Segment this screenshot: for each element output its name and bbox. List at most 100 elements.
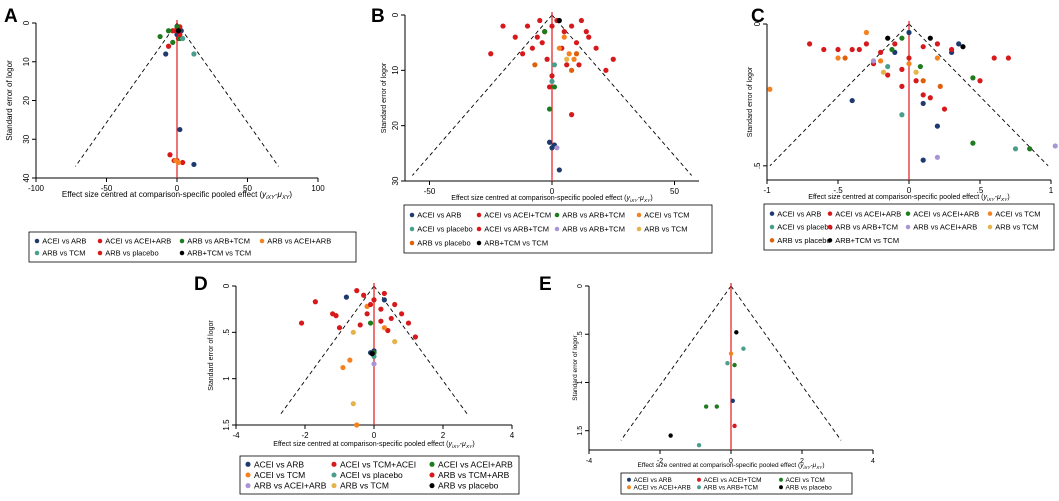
legend-marker — [97, 250, 103, 256]
data-point — [732, 362, 737, 368]
data-point — [849, 46, 855, 53]
data-point — [696, 442, 702, 448]
y-tick-label: 0 — [391, 12, 400, 17]
data-point — [906, 29, 912, 36]
data-point — [163, 51, 169, 57]
legend-label: ARB vs ARB+TCM — [562, 225, 625, 234]
x-axis-label-y: y — [626, 195, 631, 202]
legend-label: ARB vs ACEI+ARB — [267, 237, 331, 246]
legend-label: ARB vs ARB+TCM — [835, 223, 898, 232]
funnel-right-line — [373, 285, 468, 415]
panel-letter: E — [539, 274, 552, 295]
data-point — [361, 292, 367, 298]
data-point — [934, 41, 941, 47]
data-point — [405, 320, 412, 326]
data-point — [412, 334, 418, 340]
y-tick-label: 30 — [22, 134, 31, 143]
data-point — [549, 73, 555, 79]
y-axis-label: Standard error of logor — [572, 334, 579, 400]
legend-marker — [409, 212, 415, 218]
funnel-right-line — [908, 23, 1049, 167]
data-point — [835, 55, 841, 61]
legend-box — [239, 455, 520, 495]
data-point — [870, 58, 877, 64]
data-point — [571, 56, 577, 62]
legend-label: ACEI vs ACEI+ARB — [835, 209, 901, 218]
x-axis-label-sub: iXY — [803, 465, 811, 470]
data-point — [524, 23, 531, 29]
data-point — [350, 401, 356, 407]
legend-marker — [331, 483, 337, 489]
data-point — [333, 313, 339, 319]
y-axis-label: Standard error of logor — [381, 62, 388, 133]
data-point — [949, 46, 955, 53]
legend-label: ACEI vs TCM — [644, 211, 689, 220]
data-point — [542, 29, 548, 35]
y-tick-label: 30 — [391, 176, 400, 185]
data-point — [927, 35, 933, 41]
data-point — [913, 69, 919, 75]
data-point — [312, 299, 318, 305]
legend-marker — [429, 483, 435, 489]
data-point — [741, 346, 746, 351]
data-point — [703, 404, 709, 409]
legend-label: ARB+TCM vs TCM — [835, 236, 899, 245]
legend-marker — [905, 211, 911, 216]
data-point — [734, 330, 739, 335]
x-tick-label: 4 — [871, 458, 875, 465]
x-axis-label-y: y — [261, 190, 267, 199]
data-point — [586, 34, 592, 40]
data-point — [842, 55, 848, 61]
x-axis-label: Effect size centred at comparison-specif… — [637, 462, 824, 470]
legend-marker — [905, 224, 911, 230]
x-axis-label-mu: -μ — [811, 462, 817, 469]
data-point — [546, 106, 553, 112]
legend-label: ACEI vs ARB+TCM — [484, 225, 549, 234]
x-tick-label: 2 — [800, 458, 804, 465]
x-axis-label-close: ) — [1007, 194, 1009, 201]
x-tick-label: 50 — [243, 184, 252, 193]
data-point — [899, 66, 905, 72]
data-point — [991, 55, 997, 61]
funnel-right-line — [176, 22, 279, 167]
data-point — [561, 29, 567, 35]
legend-marker — [827, 238, 833, 243]
data-point — [534, 34, 540, 40]
x-tick-label: 0 — [175, 184, 180, 193]
data-point — [488, 51, 494, 57]
legend-label: ARB vs ACEI+ARB — [254, 481, 327, 491]
data-point — [381, 297, 387, 303]
data-point — [347, 357, 353, 363]
legend-label: ACEI vs ACEI+ARB — [438, 459, 513, 469]
data-point — [885, 35, 891, 41]
data-point — [920, 78, 926, 84]
funnel-left-line — [75, 22, 178, 167]
data-point — [714, 404, 719, 409]
funnel-left-line — [280, 285, 375, 415]
data-point — [381, 325, 387, 331]
data-point — [892, 41, 898, 47]
legend-label: ACEI vs ACEI+TCM — [704, 477, 762, 484]
data-point — [941, 106, 948, 112]
x-axis-label-text: Effect size centred at comparison-specif… — [62, 190, 263, 199]
x-axis-label-mu: -μ — [275, 190, 283, 199]
legend-marker — [987, 211, 993, 216]
data-point — [343, 294, 349, 300]
data-point — [1027, 146, 1033, 152]
legend-label: ARB vs placebo — [777, 236, 830, 245]
x-tick-label: 100 — [311, 184, 325, 193]
y-tick-label: 10 — [391, 65, 400, 74]
legend-label: ARB vs placebo — [105, 249, 158, 258]
data-point — [551, 84, 558, 90]
data-point — [569, 67, 575, 73]
data-point — [934, 123, 941, 129]
panel-e: E -4 -2 0 2 4 0 .5 1 1.5 Standard error of logor Ef… — [539, 274, 875, 495]
data-point — [863, 29, 870, 36]
legend-marker — [429, 461, 435, 467]
x-axis-label-mu-sub: XY — [1000, 197, 1008, 203]
x-axis-label-sub: iXY — [266, 195, 276, 201]
legend-marker — [769, 224, 775, 230]
data-point — [863, 41, 870, 47]
x-tick-label: -50 — [424, 187, 436, 196]
